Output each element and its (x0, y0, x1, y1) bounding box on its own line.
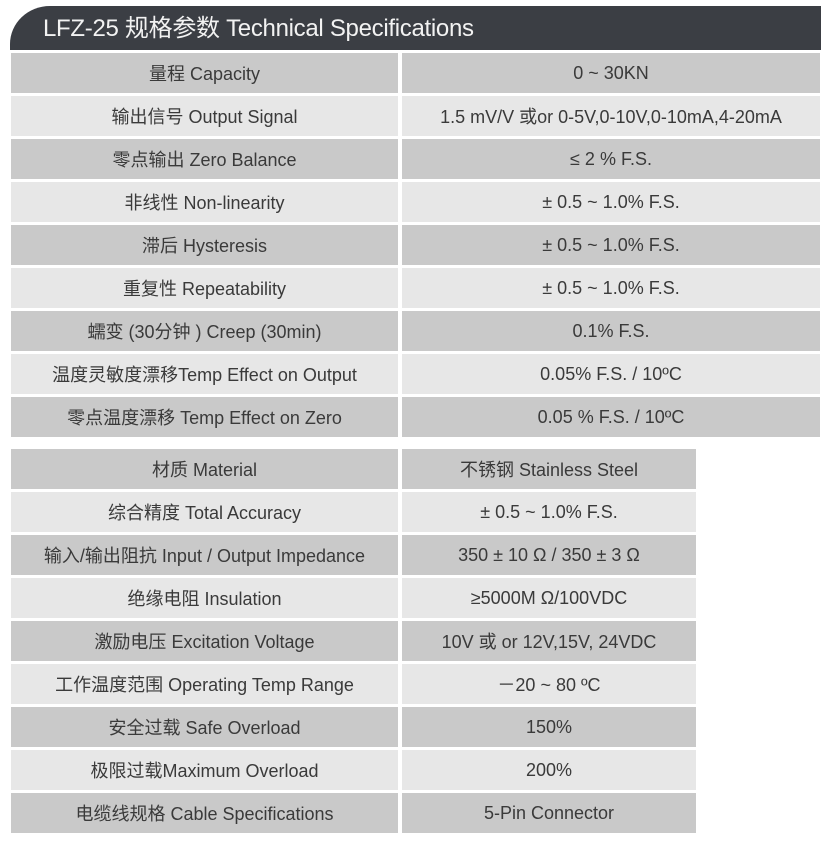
spec-label: 零点输出 Zero Balance (11, 139, 398, 179)
page-title: LFZ-25 规格参数 Technical Specifications (10, 6, 821, 50)
spec-value: ± 0.5 ~ 1.0% F.S. (402, 182, 820, 222)
table-row: 蠕变 (30分钟 ) Creep (30min) 0.1% F.S. (11, 311, 820, 351)
spec-label: 工作温度范围 Operating Temp Range (11, 664, 398, 704)
spec-value: ± 0.5 ~ 1.0% F.S. (402, 225, 820, 265)
spec-value: 150% (402, 707, 696, 747)
spec-value: ± 0.5 ~ 1.0% F.S. (402, 268, 820, 308)
table-row: 材质 Material 不锈钢 Stainless Steel (11, 449, 696, 489)
spec-value: 0.05% F.S. / 10ºC (402, 354, 820, 394)
spec-label: 零点温度漂移 Temp Effect on Zero (11, 397, 398, 437)
spec-value: 0 ~ 30KN (402, 53, 820, 93)
spec-label: 温度灵敏度漂移Temp Effect on Output (11, 354, 398, 394)
spec-value: ≥5000M Ω/100VDC (402, 578, 696, 618)
spec-label: 量程 Capacity (11, 53, 398, 93)
spec-label: 材质 Material (11, 449, 398, 489)
table-row: 综合精度 Total Accuracy ± 0.5 ~ 1.0% F.S. (11, 492, 696, 532)
table-row: 绝缘电阻 Insulation ≥5000M Ω/100VDC (11, 578, 696, 618)
table-row: 安全过载 Safe Overload 150% (11, 707, 696, 747)
spec-label: 绝缘电阻 Insulation (11, 578, 398, 618)
spec-value: 1.5 mV/V 或or 0-5V,0-10V,0-10mA,4-20mA (402, 96, 820, 136)
table-row: 重复性 Repeatability ± 0.5 ~ 1.0% F.S. (11, 268, 820, 308)
spec-label: 极限过载Maximum Overload (11, 750, 398, 790)
table-row: 输出信号 Output Signal 1.5 mV/V 或or 0-5V,0-10… (11, 96, 820, 136)
table-row: 零点温度漂移 Temp Effect on Zero 0.05 % F.S. / … (11, 397, 820, 437)
spec-label: 滞后 Hysteresis (11, 225, 398, 265)
spec-value: 200% (402, 750, 696, 790)
spec-value: ± 0.5 ~ 1.0% F.S. (402, 492, 696, 532)
spec-label: 电缆线规格 Cable Specifications (11, 793, 398, 833)
spec-value: 不锈钢 Stainless Steel (402, 449, 696, 489)
spec-value: 5-Pin Connector (402, 793, 696, 833)
spec-label: 综合精度 Total Accuracy (11, 492, 398, 532)
spec-value: 0.1% F.S. (402, 311, 820, 351)
spec-label: 蠕变 (30分钟 ) Creep (30min) (11, 311, 398, 351)
spec-label: 非线性 Non-linearity (11, 182, 398, 222)
spec-label: 重复性 Repeatability (11, 268, 398, 308)
table-row: 激励电压 Excitation Voltage 10V 或 or 12V,15V,… (11, 621, 696, 661)
table-row: 极限过载Maximum Overload 200% (11, 750, 696, 790)
table-row: 零点输出 Zero Balance ≤ 2 % F.S. (11, 139, 820, 179)
spec-value: －20 ~ 80 ºC (402, 664, 696, 704)
table-row: 温度灵敏度漂移Temp Effect on Output 0.05% F.S. /… (11, 354, 820, 394)
spec-label: 安全过载 Safe Overload (11, 707, 398, 747)
specs-table-secondary: 材质 Material 不锈钢 Stainless Steel 综合精度 Total… (11, 449, 696, 836)
table-row: 量程 Capacity 0 ~ 30KN (11, 53, 820, 93)
specs-table-main: 量程 Capacity 0 ~ 30KN 输出信号 Output Signal 1.5… (11, 53, 820, 440)
spec-label: 输入/输出阻抗 Input / Output Impedance (11, 535, 398, 575)
spec-value: 10V 或 or 12V,15V, 24VDC (402, 621, 696, 661)
spec-value: 0.05 % F.S. / 10ºC (402, 397, 820, 437)
spec-label: 激励电压 Excitation Voltage (11, 621, 398, 661)
table-row: 非线性 Non-linearity ± 0.5 ~ 1.0% F.S. (11, 182, 820, 222)
spec-value: ≤ 2 % F.S. (402, 139, 820, 179)
table-row: 电缆线规格 Cable Specifications 5-Pin Connecto… (11, 793, 696, 833)
spec-value: 350 ± 10 Ω / 350 ± 3 Ω (402, 535, 696, 575)
table-row: 输入/输出阻抗 Input / Output Impedance 350 ± 10… (11, 535, 696, 575)
table-row: 工作温度范围 Operating Temp Range －20 ~ 80 ºC (11, 664, 696, 704)
spec-label: 输出信号 Output Signal (11, 96, 398, 136)
table-row: 滞后 Hysteresis ± 0.5 ~ 1.0% F.S. (11, 225, 820, 265)
